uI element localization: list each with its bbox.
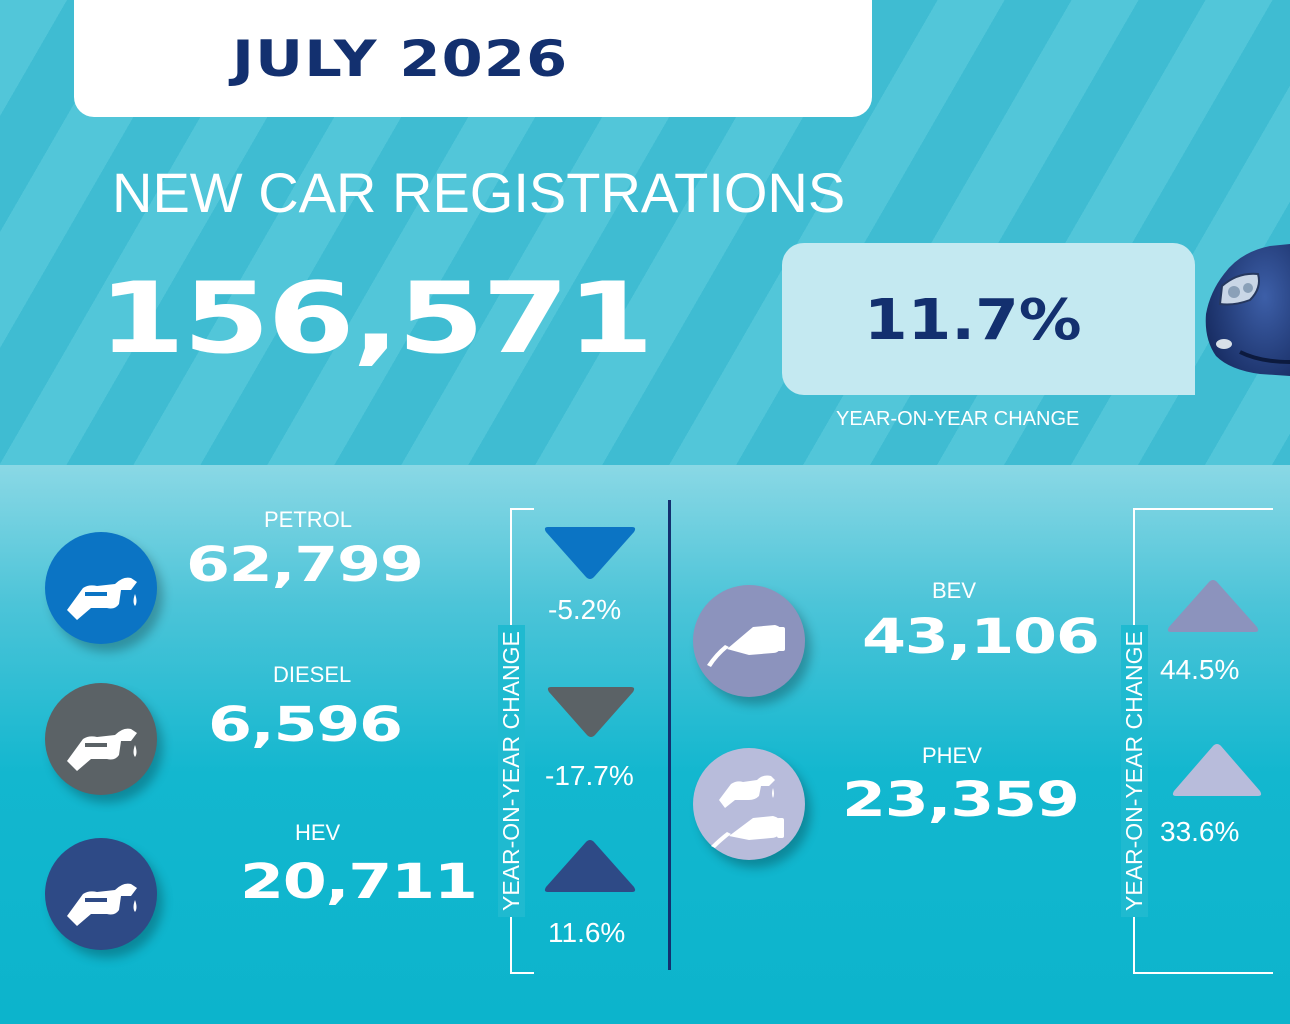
bev-icon-circle: [693, 585, 805, 697]
fuel-pump-nozzle-icon: [67, 728, 137, 771]
hev-up-arrow-icon: [544, 840, 636, 892]
right-yoy-bracket: [1133, 508, 1273, 974]
hev-icon-circle: [45, 838, 157, 950]
bev-count: 43,106: [862, 609, 1100, 665]
phev-icon-circle: [693, 748, 805, 860]
month-title: JULY 2026: [232, 30, 569, 88]
bev-change: 44.5%: [1160, 654, 1240, 685]
yoy-change-value: 11.7%: [864, 288, 1082, 353]
hev-change: 11.6%: [548, 917, 626, 948]
yoy-change-box: [782, 243, 1195, 395]
petrol-label: PETROL: [264, 507, 353, 532]
right-yoy-vertical-label: YEAR-ON-YEAR CHANGE: [1121, 625, 1148, 917]
month-banner: [74, 0, 872, 117]
petrol-icon-circle: [45, 532, 157, 644]
left-yoy-vertical-label: YEAR-ON-YEAR CHANGE: [498, 625, 525, 917]
diesel-label: DIESEL: [273, 662, 352, 687]
hev-count: 20,711: [240, 854, 478, 910]
section-divider: [668, 500, 671, 970]
phev-count: 23,359: [842, 772, 1080, 828]
hev-label: HEV: [295, 820, 341, 845]
fuel-pump-nozzle-icon: [67, 883, 137, 926]
diesel-change: -17.7%: [545, 760, 634, 791]
phev-change: 33.6%: [1160, 816, 1240, 847]
hybrid-plug-nozzle-icon: [711, 775, 784, 848]
total-registrations: 156,571: [98, 262, 654, 376]
phev-up-arrow-icon: [1172, 744, 1262, 796]
petrol-down-arrow-icon: [544, 527, 636, 579]
petrol-count: 62,799: [186, 537, 424, 593]
diesel-down-arrow-icon: [547, 687, 635, 737]
fuel-pump-nozzle-icon: [67, 577, 137, 620]
car-front-image: [1205, 244, 1290, 376]
bev-label: BEV: [932, 578, 977, 603]
page-title: NEW CAR REGISTRATIONS: [112, 161, 846, 224]
yoy-change-label: YEAR-ON-YEAR CHANGE: [836, 408, 1080, 430]
ev-charging-plug-icon: [707, 625, 785, 667]
petrol-change: -5.2%: [548, 594, 622, 625]
diesel-count: 6,596: [208, 697, 403, 753]
phev-label: PHEV: [922, 743, 982, 768]
breakdown-background: [0, 465, 1290, 1024]
bev-up-arrow-icon: [1167, 580, 1259, 632]
diesel-icon-circle: [45, 683, 157, 795]
